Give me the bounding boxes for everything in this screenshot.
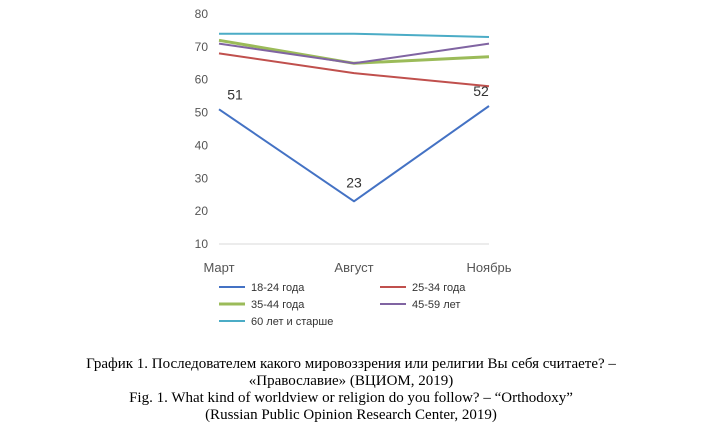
legend-item: 45-59 лет (380, 299, 460, 311)
y-tick-label: 60 (195, 73, 209, 87)
caption-line-4: (Russian Public Opinion Research Center,… (205, 407, 497, 423)
legend-item: 25-34 года (380, 282, 466, 294)
x-tick-label: Ноябрь (466, 260, 511, 275)
x-axis-labels: Март Август Ноябрь (203, 260, 511, 275)
y-tick-label: 30 (195, 171, 209, 185)
series-line (218, 105, 490, 203)
data-labels: 51 23 52 (227, 83, 489, 190)
y-tick-label: 40 (195, 138, 209, 152)
y-axis-ticks: 10 20 30 40 50 60 70 80 (195, 7, 209, 251)
y-tick-label: 70 (195, 40, 209, 54)
y-tick-label: 80 (195, 7, 209, 21)
x-tick-label: Август (334, 260, 373, 275)
caption-line-3: Fig. 1. What kind of worldview or religi… (129, 390, 573, 406)
legend: 18-24 года 25-34 года 35-44 года 45-59 лет 6… (219, 282, 466, 328)
legend-item: 18-24 года (219, 282, 305, 294)
y-tick-label: 10 (195, 237, 209, 251)
legend-label: 25-34 года (412, 282, 466, 294)
data-label: 51 (227, 86, 243, 102)
series-line (219, 32, 490, 38)
caption-line-2: «Православие» (ВЦИОМ, 2019) (248, 373, 454, 389)
x-tick-label: Март (203, 260, 234, 275)
series-line (218, 52, 490, 88)
legend-item: 35-44 года (219, 299, 305, 311)
y-tick-label: 50 (195, 106, 209, 120)
legend-label: 45-59 лет (412, 299, 460, 311)
legend-label: 35-44 года (251, 299, 305, 311)
caption-line-1: График 1. Последователем какого мировозз… (86, 356, 616, 372)
legend-label: 18-24 года (251, 282, 305, 294)
series-lines (218, 32, 490, 203)
series-line (218, 42, 490, 65)
line-chart: 10 20 30 40 50 60 70 80 Март Август Ноябрь 51 23 52… (195, 7, 512, 328)
y-tick-label: 20 (195, 204, 209, 218)
data-label: 52 (473, 83, 489, 99)
legend-item: 60 лет и старше (219, 316, 333, 328)
legend-label: 60 лет и старше (251, 316, 333, 328)
data-label: 23 (346, 174, 362, 190)
